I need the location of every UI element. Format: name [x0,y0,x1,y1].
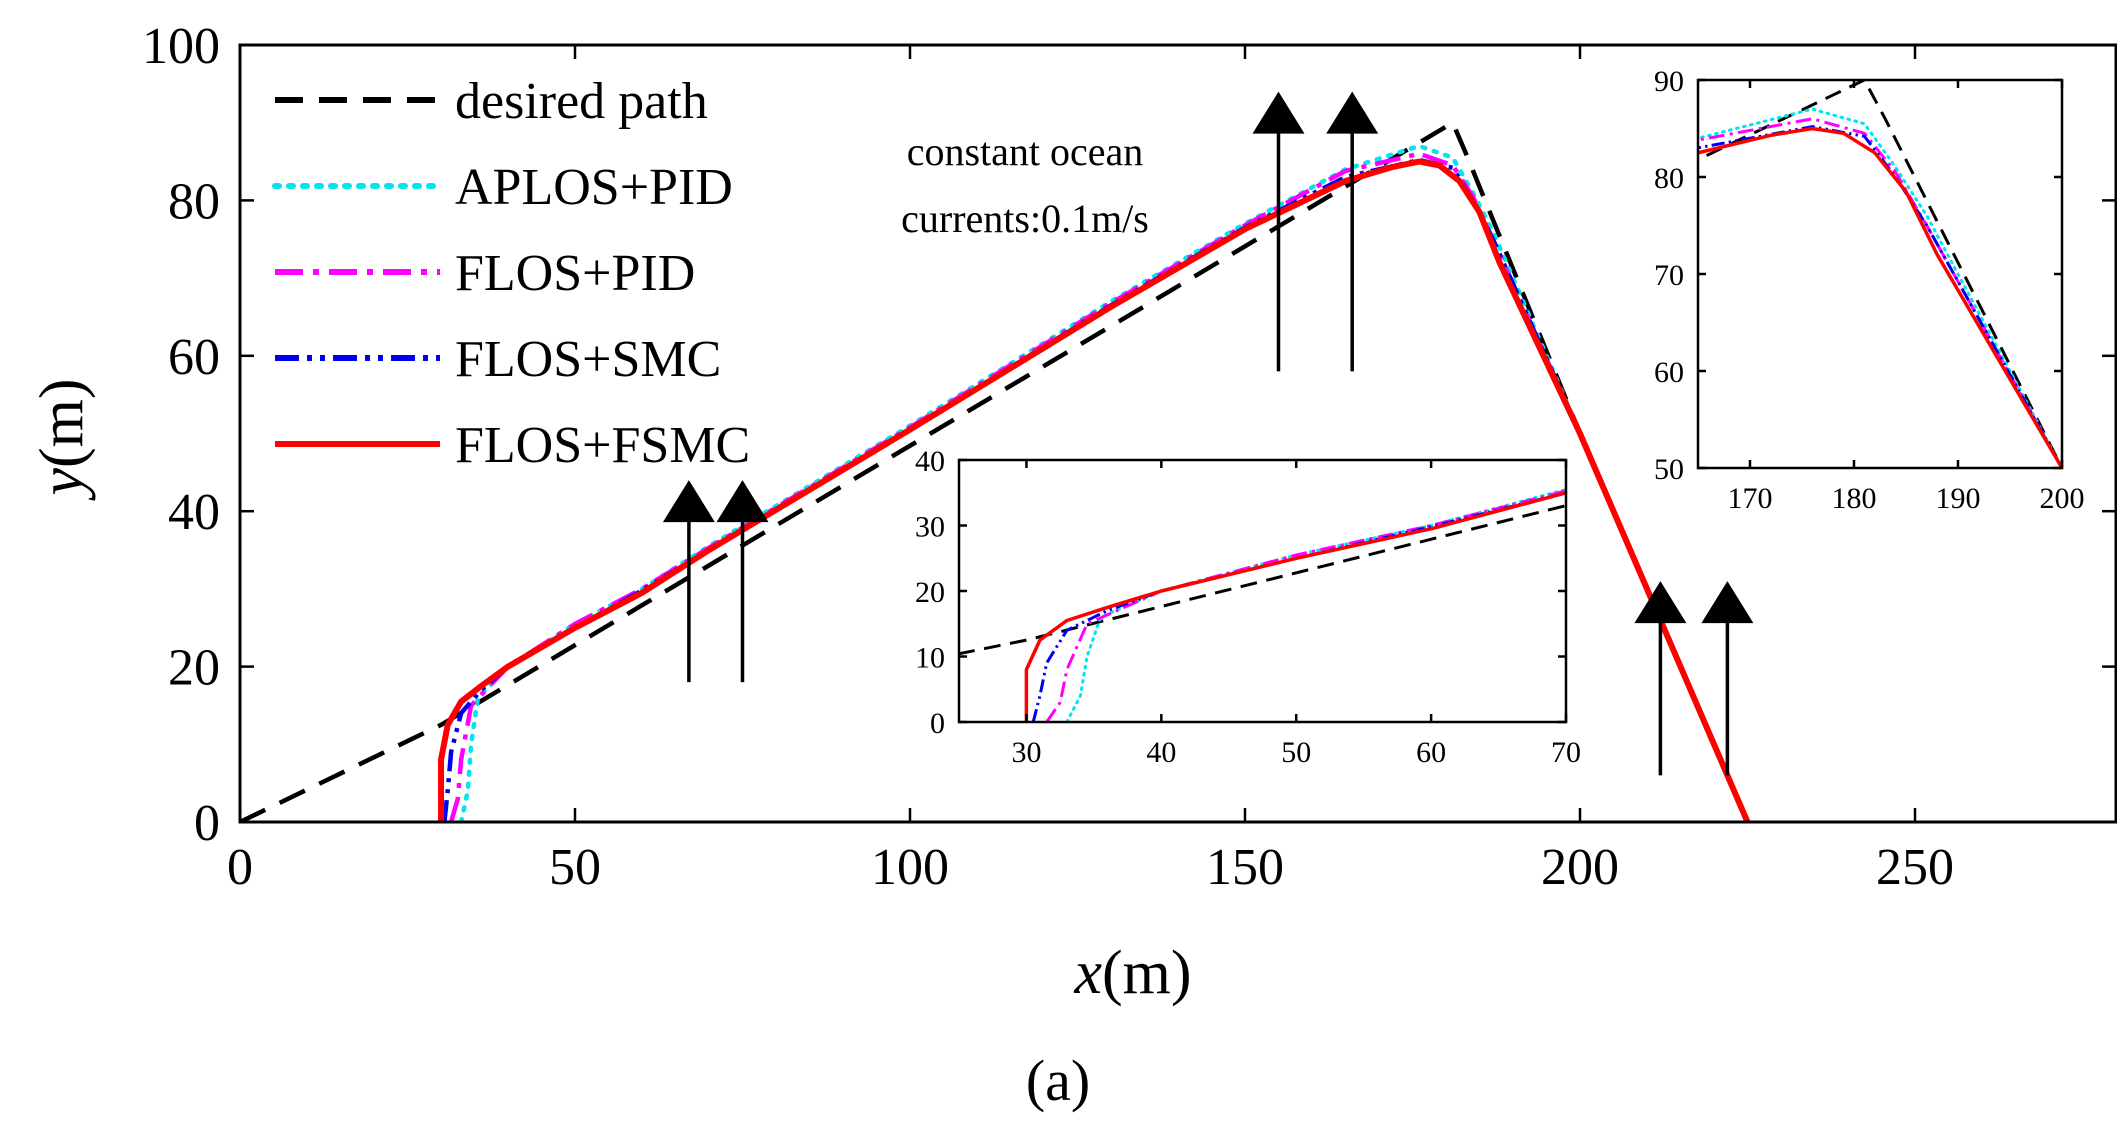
main-series-flos-fsmc [438,158,1751,822]
bottom-inset-xtick-label-40: 40 [1146,736,1176,769]
top-right-inset-series-group [1698,80,2062,468]
figure-caption: (a) [1026,1048,1090,1113]
y-axis-title: y(m) [28,378,96,501]
bottom-inset-background [959,460,1566,722]
legend-label-flos-pid: FLOS+PID [455,245,695,302]
top-right-inset-ticks: 170 180 190 200 50 60 70 80 90 [1654,65,2085,515]
current-arrow-head-4 [1326,91,1379,134]
bottom-inset-xtick-label-30: 30 [1011,736,1041,769]
x-axis-title: x(m) [1073,939,1191,1007]
legend-label-flos-smc: FLOS+SMC [455,331,721,388]
bottom-inset-series-flos-pid [1045,489,1566,722]
bottom-inset-series-aplos-pid [1065,487,1566,722]
main-ytick-label-80: 80 [168,173,220,230]
current-arrow-head-1 [662,480,715,523]
bottom-inset-xtick-label-50: 50 [1281,736,1311,769]
bottom-inset-ytick-label-0: 0 [930,707,945,740]
legend-label-desired-path: desired path [455,73,708,130]
bottom-inset-xtick-label-60: 60 [1416,736,1446,769]
legend-label-aplos-pid: APLOS+PID [455,159,733,216]
y-axis-title-var: y [28,468,96,502]
top-right-inset-xtick-label-180: 180 [1832,482,1877,515]
current-arrow-head-3 [1252,91,1305,134]
top-right-inset-series-desired-path [1698,80,2062,468]
top-right-inset-ytick-label-90: 90 [1654,65,1684,98]
bottom-inset-ytick-label-40: 40 [915,445,945,478]
bottom-inset-ytick-label-20: 20 [915,576,945,609]
current-arrows [662,91,1754,776]
main-ytick-label-40: 40 [168,484,220,541]
top-right-inset-ytick-label-70: 70 [1654,259,1684,292]
annotation-line-1: constant ocean [907,129,1144,174]
bottom-inset-series-group [959,487,1566,722]
legend: desired path APLOS+PID FLOS+PID FLOS+SMC… [272,73,750,474]
bottom-inset-series-flos-smc [1031,491,1566,722]
current-arrow-head-6 [1701,581,1754,624]
top-right-inset: 170 180 190 200 50 60 70 80 90 [1654,65,2085,515]
legend-label-flos-fsmc: FLOS+FSMC [455,417,750,474]
main-ytick-label-20: 20 [168,640,220,697]
bottom-inset-ticks: 30 40 50 60 70 0 10 20 30 40 [915,445,1581,769]
bottom-inset-ytick-label-10: 10 [915,642,945,675]
top-right-inset-xtick-label-190: 190 [1936,482,1981,515]
top-right-inset-xtick-label-200: 200 [2040,482,2085,515]
bottom-inset: 30 40 50 60 70 0 10 20 30 40 [915,445,1581,769]
top-right-inset-ytick-label-50: 50 [1654,453,1684,486]
current-arrow-head-5 [1634,581,1687,624]
main-xtick-label-200: 200 [1541,839,1619,896]
main-ytick-label-60: 60 [168,329,220,386]
top-right-inset-series-aplos-pid [1698,107,2062,468]
top-right-inset-xtick-label-170: 170 [1728,482,1773,515]
top-right-inset-ytick-label-80: 80 [1654,162,1684,195]
bottom-inset-xtick-label-70: 70 [1551,736,1581,769]
bottom-inset-ytick-label-30: 30 [915,511,945,544]
main-ytick-label-0: 0 [194,795,220,852]
main-xtick-label-0: 0 [227,839,253,896]
main-ytick-label-100: 100 [142,18,220,75]
main-xtick-label-100: 100 [871,839,949,896]
main-xtick-label-250: 250 [1876,839,1954,896]
main-xtick-label-150: 150 [1206,839,1284,896]
main-xtick-label-50: 50 [549,839,601,896]
main-series-group [240,120,1751,822]
y-axis-title-unit: (m) [28,378,96,468]
top-right-inset-series-flos-pid [1698,117,2062,468]
top-right-inset-ytick-label-60: 60 [1654,356,1684,389]
main-plot-frame [238,43,2117,824]
annotation-line-2: currents:0.1m/s [901,196,1149,241]
bottom-inset-series-flos-fsmc [1024,490,1566,722]
x-axis-title-var: x [1073,939,1102,1007]
x-axis-title-unit: (m) [1102,939,1192,1007]
top-right-inset-series-flos-fsmc [1698,126,2062,468]
current-arrow-head-2 [716,480,769,523]
